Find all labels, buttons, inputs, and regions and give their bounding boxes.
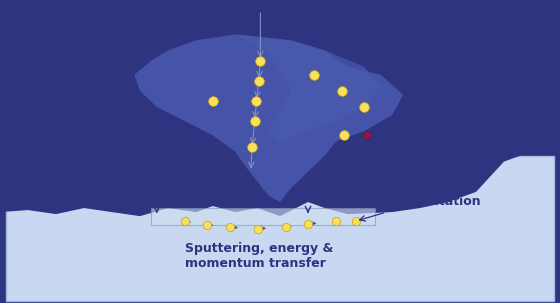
- Text: Implantation: Implantation: [392, 195, 482, 208]
- FancyBboxPatch shape: [151, 208, 375, 225]
- Polygon shape: [0, 0, 560, 216]
- FancyBboxPatch shape: [6, 155, 554, 301]
- Polygon shape: [235, 34, 381, 142]
- Polygon shape: [134, 34, 403, 202]
- Text: Sputtering, energy &
momentum transfer: Sputtering, energy & momentum transfer: [185, 242, 333, 270]
